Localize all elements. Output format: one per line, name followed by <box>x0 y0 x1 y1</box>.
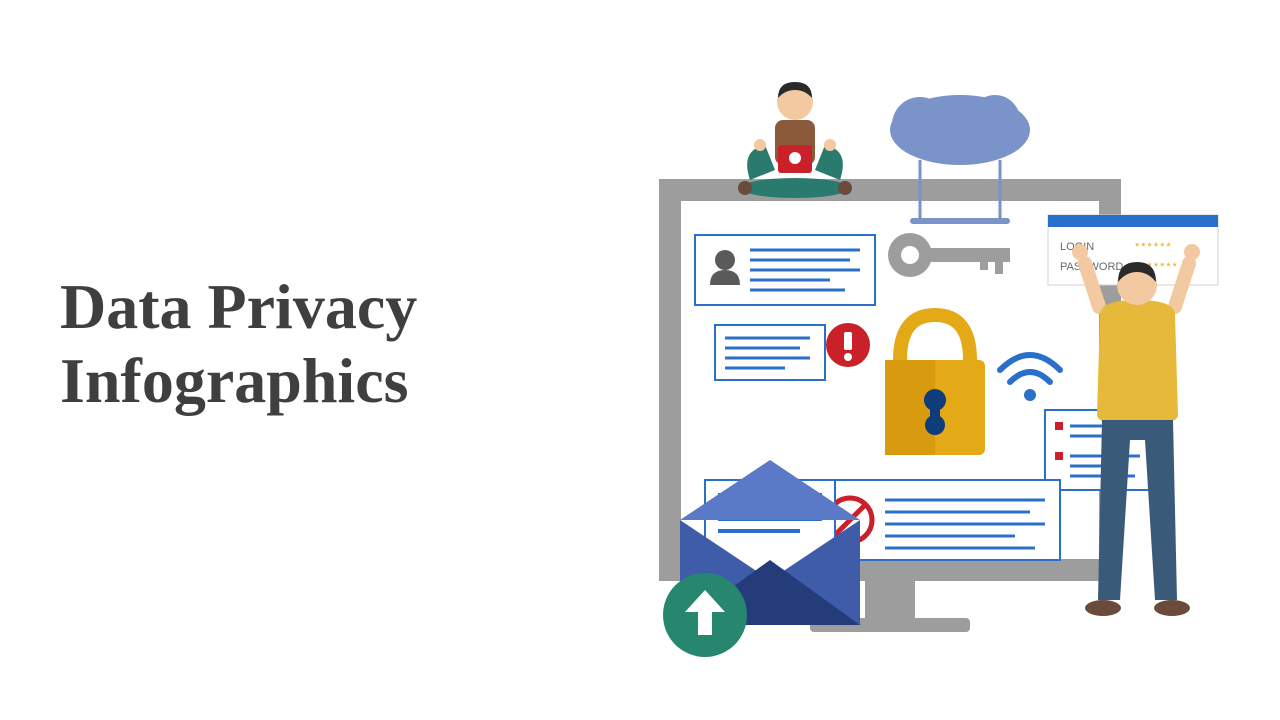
text-card-icon <box>715 325 825 380</box>
upload-icon <box>663 573 747 657</box>
wifi-icon <box>1000 355 1060 401</box>
alert-icon <box>826 323 870 367</box>
key-icon <box>888 233 1010 277</box>
page-title: Data PrivacyInfographics <box>60 270 417 417</box>
padlock-icon <box>885 315 985 455</box>
title-line1: Data PrivacyInfographics <box>60 271 417 416</box>
svg-text:******: ****** <box>1135 241 1173 253</box>
privacy-illustration: LOGIN PASSWORD ****** ******* <box>600 60 1240 660</box>
cloud-icon <box>890 95 1030 224</box>
profile-card-icon <box>695 235 875 305</box>
